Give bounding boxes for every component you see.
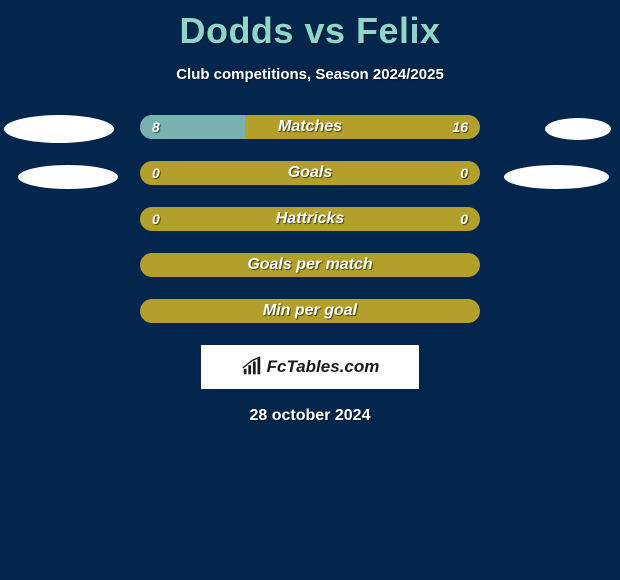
page-title: Dodds vs Felix	[0, 0, 620, 52]
comparison-panel: Matches816Goals00Hattricks00Goals per ma…	[0, 115, 620, 323]
date-label: 28 october 2024	[0, 407, 620, 425]
stat-bar-value-right: 16	[452, 115, 468, 139]
player-left-badge-bottom	[18, 165, 118, 189]
stat-bar-value-left: 0	[152, 207, 160, 231]
stat-bar-value-right: 0	[460, 207, 468, 231]
stat-bar: Goals per match	[140, 253, 480, 277]
stat-bar: Goals0 0	[140, 161, 480, 185]
stat-bar-value-left: 0	[152, 161, 160, 185]
stat-bar: Min per goal	[140, 299, 480, 323]
stat-bar: Matches8 16	[140, 115, 480, 139]
stat-bar-label: Min per goal	[140, 299, 480, 323]
stat-bar: Hattricks0 0	[140, 207, 480, 231]
logo-box: FcTables.com	[201, 345, 419, 389]
logo-text: FcTables.com	[267, 357, 380, 377]
stat-bar-value-right: 0	[460, 161, 468, 185]
player-right-badge-bottom	[504, 165, 609, 189]
stat-bar-label: Goals	[140, 161, 480, 185]
stat-bar-label: Hattricks	[140, 207, 480, 231]
player-right-badge-top	[545, 118, 611, 140]
player-left-badge-top	[4, 115, 114, 143]
stat-bar-value-left: 8	[152, 115, 160, 139]
stat-bars: Matches816Goals00Hattricks00Goals per ma…	[140, 115, 480, 323]
subtitle: Club competitions, Season 2024/2025	[0, 66, 620, 83]
stat-bar-label: Goals per match	[140, 253, 480, 277]
stat-bar-label: Matches	[140, 115, 480, 139]
bar-chart-icon	[241, 356, 263, 378]
